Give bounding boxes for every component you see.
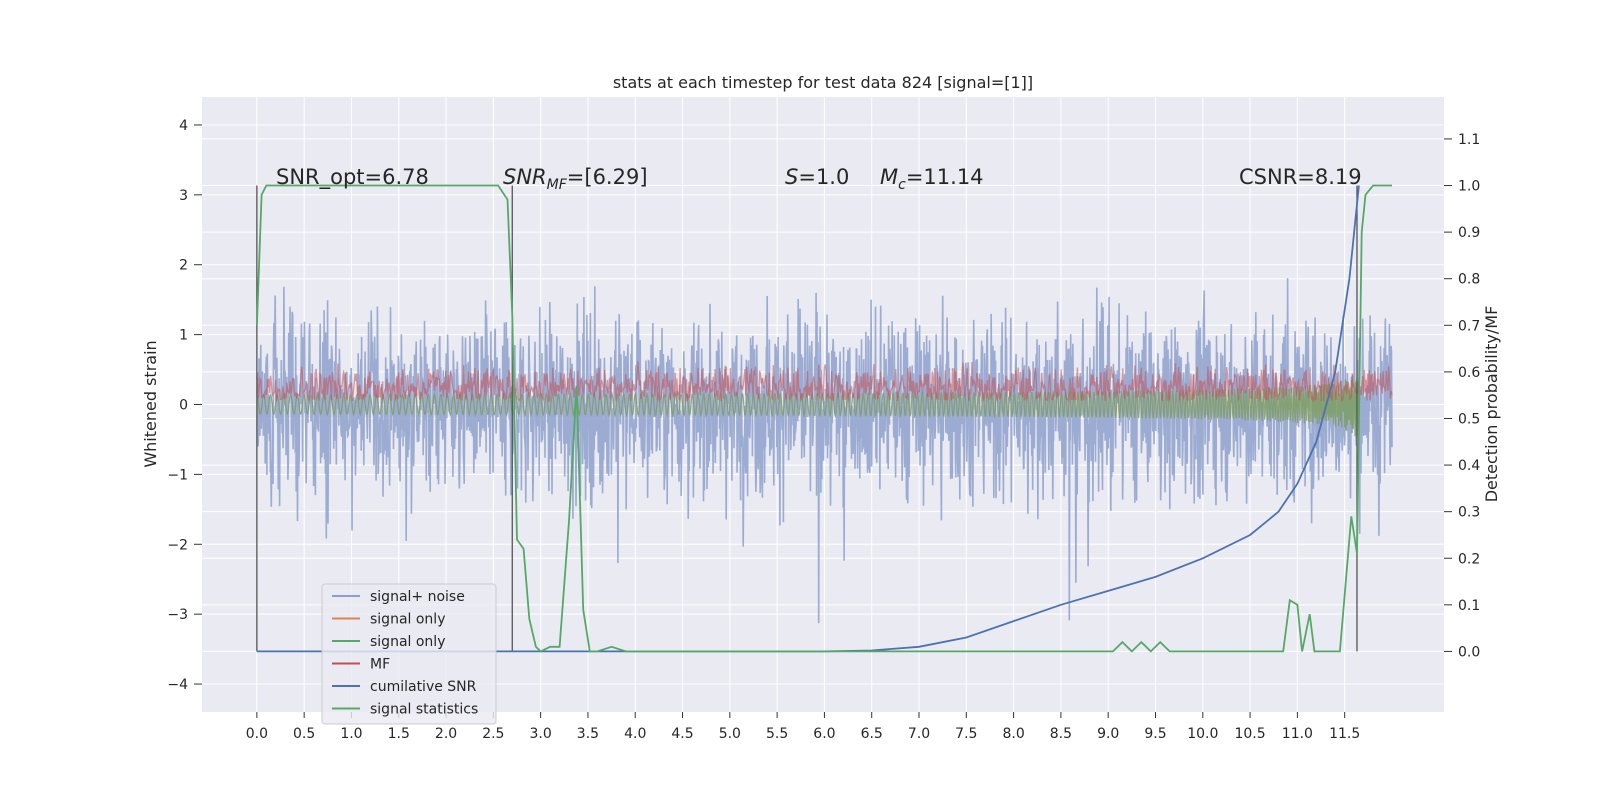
legend-label: cumilative SNR bbox=[370, 679, 477, 695]
x-tick-label: 8.0 bbox=[1002, 726, 1024, 742]
y2-tick-label: 0.3 bbox=[1458, 505, 1480, 521]
legend-label: signal+ noise bbox=[370, 589, 465, 605]
x-tick-label: 10.0 bbox=[1187, 726, 1218, 742]
annotation-snr-mf-value: =[6.29] bbox=[567, 165, 648, 189]
y2-tick-label: 0.1 bbox=[1458, 598, 1480, 614]
annotation-mc-value: =11.14 bbox=[906, 165, 984, 189]
x-tick-label: 6.0 bbox=[813, 726, 835, 742]
y2-tick-label: 0.8 bbox=[1458, 272, 1480, 288]
series-mf bbox=[256, 361, 1393, 403]
annotation-snr-mf-subscript: MF bbox=[547, 177, 568, 193]
x-tick-label: 11.0 bbox=[1282, 726, 1313, 742]
y-tick-label: 4 bbox=[179, 118, 188, 134]
series-signal-only-green bbox=[256, 374, 1360, 437]
y2-tick-label: 1.0 bbox=[1458, 179, 1480, 195]
y-tick-label: 3 bbox=[179, 188, 188, 204]
x-tick-label: 5.0 bbox=[719, 726, 741, 742]
annotation-mc: Mc=11.14 bbox=[880, 165, 984, 193]
y2-axis-label: Detection probability/MF bbox=[1482, 306, 1501, 503]
y2-tick-label: 0.0 bbox=[1458, 644, 1480, 660]
x-tick-label: 0.5 bbox=[293, 726, 315, 742]
y-tick-label: −2 bbox=[167, 537, 188, 553]
legend-box bbox=[321, 583, 497, 725]
data-layer bbox=[256, 184, 1393, 653]
legend-label: signal only bbox=[370, 612, 445, 628]
y-tick-label: 2 bbox=[179, 258, 188, 274]
axes: 0.0 0.5 1.0 1.5 2.0 2.5 3.0 3.5 4.0 4.5 5.0 5.5 6.0 6… bbox=[167, 118, 1480, 742]
y2-tick-label: 0.5 bbox=[1458, 411, 1480, 427]
x-tick-label: 0.0 bbox=[246, 726, 268, 742]
y2-tick-label: 0.9 bbox=[1458, 225, 1480, 241]
x-tick-label: 8.5 bbox=[1050, 726, 1072, 742]
x-tick-label: 1.5 bbox=[388, 726, 410, 742]
legend-label: signal only bbox=[370, 634, 445, 650]
series-signal-statistics bbox=[256, 184, 1392, 653]
x-tick-label: 10.5 bbox=[1234, 726, 1265, 742]
x-tick-label: 11.5 bbox=[1329, 726, 1360, 742]
annotation-s: S=1.0 bbox=[785, 165, 849, 189]
x-tick-label: 1.0 bbox=[340, 726, 362, 742]
annotation-mc-subscript: c bbox=[898, 177, 906, 193]
annotation-snr-opt: SNR_opt=6.78 bbox=[276, 165, 429, 190]
annotation-csnr: CSNR=8.19 bbox=[1239, 165, 1362, 189]
y2-tick-label: 0.4 bbox=[1458, 458, 1480, 474]
legend: signal+ noise signal only signal only MF cum… bbox=[321, 583, 497, 725]
legend-label: signal statistics bbox=[370, 702, 478, 718]
y2-tick-label: 0.7 bbox=[1458, 318, 1480, 334]
y2-tick-label: 0.6 bbox=[1458, 365, 1480, 381]
chart-title: stats at each timestep for test data 824… bbox=[613, 73, 1033, 92]
annotation-snr-mf-symbol: SNR bbox=[503, 165, 547, 189]
y2-tick-label: 0.2 bbox=[1458, 551, 1480, 567]
x-tick-label: 2.0 bbox=[435, 726, 457, 742]
y-tick-label: −1 bbox=[167, 467, 188, 483]
y-tick-label: 1 bbox=[179, 328, 188, 344]
x-tick-label: 7.5 bbox=[955, 726, 977, 742]
legend-label: MF bbox=[370, 657, 390, 673]
x-tick-label: 9.5 bbox=[1144, 726, 1166, 742]
x-tick-label: 6.5 bbox=[861, 726, 883, 742]
series-cumulative-snr bbox=[256, 185, 1360, 653]
x-tick-label: 4.0 bbox=[624, 726, 646, 742]
y-tick-label: −3 bbox=[167, 607, 188, 623]
y2-tick-label: 1.1 bbox=[1458, 132, 1480, 148]
x-tick-label: 3.5 bbox=[577, 726, 599, 742]
annotation-s-symbol: S bbox=[785, 165, 798, 189]
y-axis-label: Whitened strain bbox=[141, 340, 160, 467]
annotation-mc-symbol: M bbox=[880, 165, 898, 189]
x-tick-label: 5.5 bbox=[766, 726, 788, 742]
y-tick-label: −4 bbox=[167, 677, 188, 693]
annotation-s-value: =1.0 bbox=[798, 165, 849, 189]
annotation-snr-mf: SNRMF=[6.29] bbox=[503, 165, 648, 193]
x-tick-label: 3.0 bbox=[530, 726, 552, 742]
x-tick-label: 2.5 bbox=[482, 726, 504, 742]
x-tick-label: 7.0 bbox=[908, 726, 930, 742]
x-tick-label: 9.0 bbox=[1097, 726, 1119, 742]
x-tick-label: 4.5 bbox=[671, 726, 693, 742]
y-tick-label: 0 bbox=[179, 398, 188, 414]
annotations: SNR_opt=6.78 SNRMF=[6.29] S=1.0 Mc=11.14… bbox=[276, 165, 1362, 193]
